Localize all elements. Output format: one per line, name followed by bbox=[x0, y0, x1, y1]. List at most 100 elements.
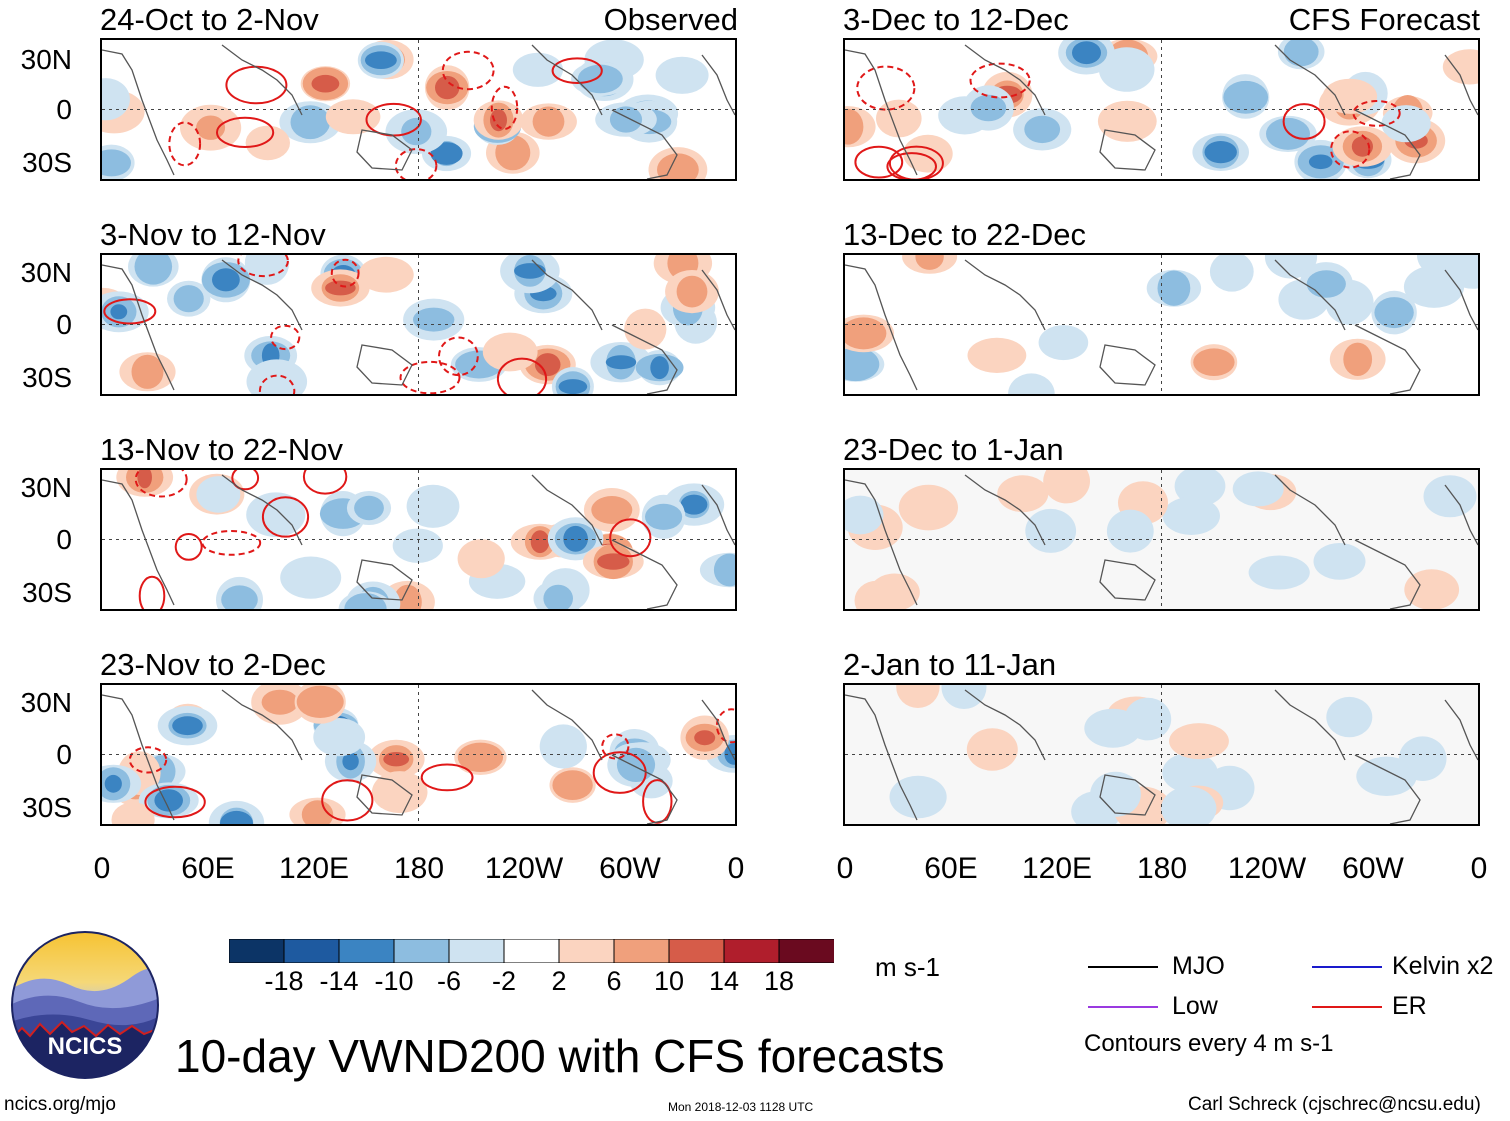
er-contour bbox=[888, 145, 944, 179]
er-contour bbox=[854, 145, 904, 179]
footer-author[interactable]: Carl Schreck (cjschrec@ncsu.edu) bbox=[1188, 1094, 1481, 1115]
positive-anomaly bbox=[967, 337, 1027, 373]
negative-anomaly bbox=[102, 78, 130, 121]
map-obs-4 bbox=[100, 683, 737, 826]
positive-anomaly bbox=[261, 689, 299, 715]
negative-anomaly bbox=[134, 255, 173, 285]
footer-url[interactable]: ncics.org/mjo bbox=[4, 1094, 116, 1115]
negative-anomaly bbox=[889, 775, 947, 819]
colorbar-swatch bbox=[448, 939, 505, 963]
colorbar-swatch bbox=[503, 939, 560, 963]
coastline bbox=[611, 754, 678, 824]
negative-anomaly bbox=[344, 593, 387, 609]
negative-anomaly bbox=[290, 105, 331, 140]
logo-text: NCICS bbox=[48, 1033, 123, 1060]
er-contour bbox=[1352, 100, 1401, 127]
negative-anomaly bbox=[1248, 555, 1310, 590]
negative-anomaly bbox=[1161, 786, 1217, 824]
colorbar-swatch bbox=[338, 939, 395, 963]
negative-anomaly bbox=[1223, 80, 1269, 114]
footer-timestamp: Mon 2018-12-03 1128 UTC bbox=[668, 1100, 814, 1114]
negative-anomaly bbox=[1232, 471, 1284, 507]
coastline bbox=[221, 259, 303, 331]
negative-anomaly bbox=[172, 716, 203, 736]
negative-anomaly bbox=[605, 355, 637, 370]
er-contour bbox=[592, 751, 647, 794]
er-contour bbox=[1282, 103, 1326, 140]
negative-anomaly bbox=[280, 556, 342, 599]
positive-anomaly bbox=[111, 802, 155, 824]
lon-label-left-60w: 60W bbox=[599, 852, 661, 885]
positive-anomaly bbox=[482, 332, 538, 372]
negative-anomaly bbox=[212, 268, 240, 292]
negative-anomaly bbox=[724, 743, 735, 765]
colorbar-swatch bbox=[778, 939, 834, 963]
positive-anomaly bbox=[552, 770, 593, 800]
panel-title-fcst-2: 13-Dec to 22-Dec bbox=[843, 217, 1086, 252]
coastline bbox=[845, 264, 918, 391]
coastline bbox=[356, 774, 413, 816]
panel-title-fcst-3: 23-Dec to 1-Jan bbox=[843, 432, 1064, 467]
positive-anomaly bbox=[591, 496, 633, 524]
legend-label-er: ER bbox=[1392, 992, 1427, 1020]
negative-anomaly bbox=[406, 484, 460, 528]
negative-anomaly bbox=[1106, 509, 1154, 553]
er-contour bbox=[216, 116, 275, 149]
colorbar-swatch bbox=[723, 939, 780, 963]
positive-anomaly bbox=[966, 728, 1018, 771]
positive-anomaly bbox=[301, 800, 334, 824]
positive-anomaly bbox=[676, 275, 708, 308]
positive-anomaly bbox=[137, 470, 152, 489]
er-contour bbox=[321, 779, 374, 822]
coastline bbox=[701, 484, 735, 546]
er-contour bbox=[856, 65, 916, 111]
positive-anomaly bbox=[1442, 49, 1478, 85]
positive-anomaly bbox=[435, 75, 460, 100]
positive-anomaly bbox=[196, 115, 226, 140]
positive-anomaly bbox=[1043, 470, 1090, 504]
positive-anomaly bbox=[296, 685, 344, 718]
er-contour bbox=[490, 85, 519, 130]
colorbar-tick: 6 bbox=[606, 966, 622, 996]
negative-anomaly bbox=[1447, 255, 1478, 289]
lon-label-right-60w: 60W bbox=[1342, 852, 1404, 885]
positive-anomaly bbox=[490, 109, 507, 132]
colorbar-swatch bbox=[283, 939, 340, 963]
negative-anomaly bbox=[110, 304, 128, 320]
er-contour bbox=[128, 746, 168, 774]
positive-anomaly bbox=[358, 256, 414, 293]
coastline bbox=[845, 479, 918, 606]
positive-anomaly bbox=[1322, 78, 1378, 114]
lat-label-30n-2: 30N bbox=[20, 257, 72, 288]
ncics-logo: NCICS bbox=[11, 931, 159, 1079]
negative-anomaly bbox=[354, 495, 384, 521]
positive-anomaly bbox=[457, 742, 504, 772]
negative-anomaly bbox=[430, 142, 463, 165]
legend-label-kelvin: Kelvin x2 bbox=[1392, 952, 1494, 980]
coastline bbox=[964, 259, 1046, 331]
lat-label-eq-1: 0 bbox=[56, 94, 72, 125]
lon-label-right-120w: 120W bbox=[1227, 852, 1307, 885]
negative-anomaly bbox=[577, 64, 623, 94]
negative-anomaly bbox=[609, 106, 643, 133]
lat-label-eq-4: 0 bbox=[56, 739, 72, 770]
lat-label-30s-1: 30S bbox=[22, 147, 72, 178]
colorbar-tick: -18 bbox=[264, 966, 304, 996]
negative-anomaly bbox=[173, 285, 204, 313]
er-contour bbox=[144, 785, 206, 819]
negative-anomaly bbox=[543, 584, 573, 609]
er-contour bbox=[642, 779, 673, 824]
colorbar-swatch bbox=[613, 939, 670, 963]
panel-title-obs-3: 13-Nov to 22-Nov bbox=[100, 432, 343, 467]
positive-anomaly bbox=[997, 475, 1049, 513]
legend-line-kelvin bbox=[1312, 966, 1382, 968]
negative-anomaly bbox=[196, 476, 241, 513]
coastline bbox=[1354, 754, 1421, 824]
positive-anomaly bbox=[534, 353, 561, 377]
main-title: 10-day VWND200 with CFS forecasts bbox=[175, 1030, 945, 1082]
er-contour bbox=[174, 533, 203, 561]
forecast-label: CFS Forecast bbox=[1288, 2, 1480, 37]
negative-anomaly bbox=[650, 356, 669, 380]
negative-anomaly bbox=[845, 347, 880, 382]
coastline bbox=[102, 479, 175, 606]
